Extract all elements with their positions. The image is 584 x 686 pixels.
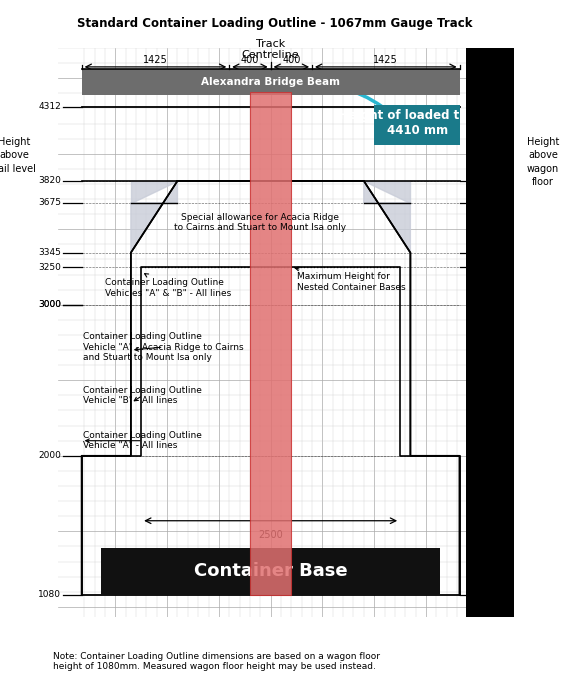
Text: 400: 400: [282, 56, 301, 65]
Text: Container Loading Outline
Vehicle "B" - All lines: Container Loading Outline Vehicle "B" - …: [84, 386, 202, 405]
Text: Container Loading Outline
Vehicle "A" - Acacia Ridge to Cairns
and Stuart to Mou: Container Loading Outline Vehicle "A" - …: [84, 332, 244, 362]
Polygon shape: [364, 181, 411, 203]
Text: 1425: 1425: [373, 56, 398, 65]
Text: 400: 400: [241, 56, 259, 65]
Text: 4312: 4312: [38, 102, 61, 111]
Bar: [101, 548, 440, 595]
Polygon shape: [131, 181, 178, 203]
Text: 3000: 3000: [38, 300, 61, 309]
Text: 1080: 1080: [38, 590, 61, 600]
Text: 3000: 3000: [38, 300, 61, 309]
Bar: [250, 92, 291, 595]
Text: Height
above
rail level: Height above rail level: [0, 137, 36, 174]
FancyBboxPatch shape: [374, 106, 460, 145]
Text: Standard Container Loading Outline - 1067mm Gauge Track: Standard Container Loading Outline - 106…: [77, 17, 472, 30]
Text: 3820: 3820: [38, 176, 61, 185]
Text: 2500: 2500: [258, 530, 283, 540]
Text: Track
Centreline: Track Centreline: [242, 38, 300, 60]
Text: Container Loading Outline
Vehicles "A" & "B" - All lines: Container Loading Outline Vehicles "A" &…: [105, 274, 231, 298]
Polygon shape: [364, 181, 411, 252]
Bar: [466, 40, 534, 625]
Text: 1425: 1425: [143, 56, 168, 65]
Text: 2200: 2200: [478, 263, 501, 272]
Text: 0: 0: [478, 590, 484, 600]
Text: Note: Container Loading Outline dimensions are based on a wagon floor
height of : Note: Container Loading Outline dimensio…: [53, 652, 380, 671]
Text: 2265: 2265: [478, 248, 501, 257]
Text: Container Base: Container Base: [194, 563, 347, 580]
Text: Height
above
wagon
floor: Height above wagon floor: [527, 137, 559, 187]
Text: Maximum Height for
Nested Container Bases: Maximum Height for Nested Container Base…: [296, 267, 405, 292]
Text: 3675: 3675: [38, 198, 61, 207]
Polygon shape: [131, 181, 178, 252]
Text: 2740: 2740: [478, 176, 501, 185]
Text: Container Loading Outline
Vehicle "A" - All lines: Container Loading Outline Vehicle "A" - …: [84, 431, 202, 451]
Text: 3345: 3345: [38, 248, 61, 257]
Text: 2000: 2000: [38, 451, 61, 460]
Text: Special allowance for Acacia Ridge
to Cairns and Stuart to Mount Isa only: Special allowance for Acacia Ridge to Ca…: [174, 213, 346, 232]
Text: 3250: 3250: [38, 263, 61, 272]
Text: 2595: 2595: [478, 198, 501, 207]
Bar: [82, 69, 460, 95]
Text: Alexandra Bridge Beam: Alexandra Bridge Beam: [201, 77, 340, 87]
Text: Height of loaded trailer
4410 mm: Height of loaded trailer 4410 mm: [339, 109, 495, 137]
